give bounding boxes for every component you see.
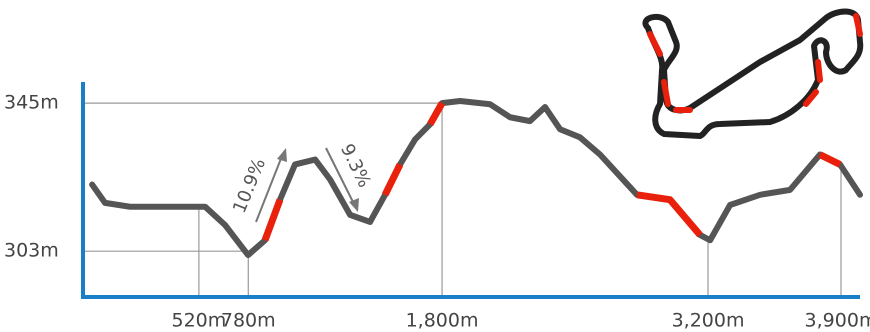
x-tick-label: 520m	[171, 310, 226, 332]
x-tick-label: 1,800m	[406, 310, 479, 332]
elevation-line	[89, 98, 863, 259]
y-tick-label: 303m	[4, 240, 59, 262]
x-tick-label: 3,900m	[805, 310, 870, 332]
track-map	[642, 8, 864, 139]
x-tick-label: 3,200m	[672, 310, 745, 332]
grade-label: 10.9%	[229, 155, 270, 216]
elevation-line	[261, 101, 842, 242]
x-tick-label: 780m	[221, 310, 276, 332]
y-tick-label: 345m	[4, 92, 59, 114]
grade-arrows	[255, 147, 359, 223]
grade-label: 9.3%	[336, 141, 375, 191]
axis	[81, 82, 860, 299]
